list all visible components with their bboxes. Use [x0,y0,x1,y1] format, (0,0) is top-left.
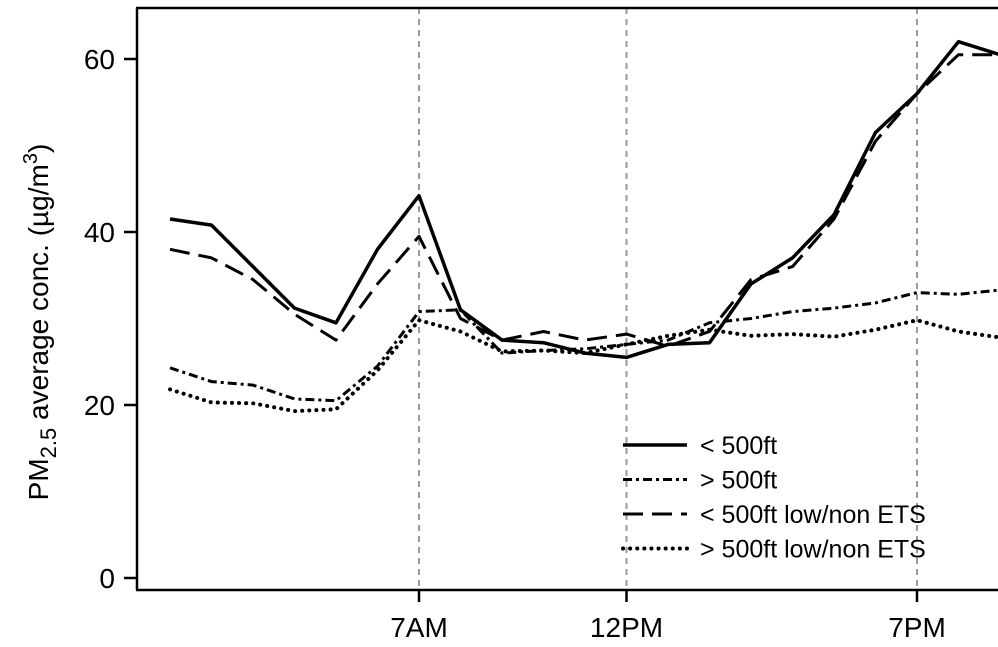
axes [135,6,998,592]
series-line-3 [169,53,998,348]
x-tick-label: 7PM [888,612,946,643]
legend-label-4: > 500ft low/non ETS [700,536,926,564]
y-tick-label: 20 [84,390,115,421]
legend-label-3: < 500ft low/non ETS [700,501,926,529]
legend-label-1: < 500ft [700,432,777,460]
y-axis-label: PM2.5 average conc. (µg/m3) [20,144,61,501]
y-tick-label: 60 [84,44,115,75]
x-tick-label: 7AM [390,612,448,643]
y-tick-label: 0 [99,563,115,594]
x-ticks: 7AM 12PM 7PM [390,590,946,643]
series-line-4 [168,318,998,414]
series-line-2 [169,288,998,403]
y-tick-label: 40 [84,217,115,248]
series-layer [168,39,998,414]
legend: < 500ft > 500ft < 500ft low/non ETS > 500ft… [621,432,926,564]
x-tick-label: 12PM [590,612,663,643]
reference-lines [418,8,918,590]
series-line-1 [169,39,998,360]
legend-label-2: > 500ft [700,467,777,495]
y-ticks: 0 20 40 60 [84,44,137,594]
